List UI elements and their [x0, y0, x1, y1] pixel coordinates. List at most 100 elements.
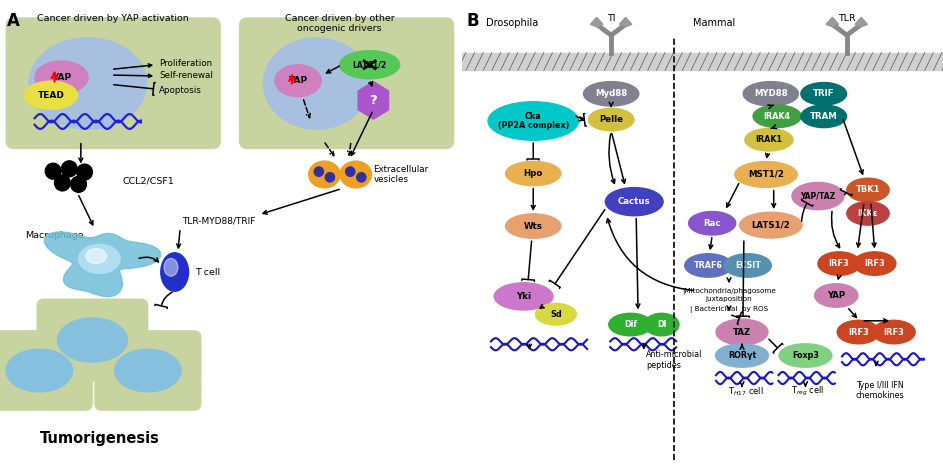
FancyArrowPatch shape [114, 74, 152, 77]
Ellipse shape [739, 212, 802, 238]
Text: Pelle: Pelle [599, 115, 623, 124]
FancyArrowPatch shape [606, 219, 693, 290]
FancyArrowPatch shape [114, 83, 156, 95]
Text: Tumorigenesis: Tumorigenesis [40, 431, 159, 446]
Text: Hpo: Hpo [523, 169, 543, 178]
Text: YAP: YAP [52, 73, 71, 82]
FancyArrowPatch shape [369, 82, 372, 86]
Polygon shape [855, 17, 868, 27]
FancyBboxPatch shape [94, 330, 202, 411]
Text: |Mitochondria/phagosome
juxtaposition: |Mitochondria/phagosome juxtaposition [682, 288, 776, 302]
FancyArrowPatch shape [856, 204, 864, 247]
Circle shape [45, 163, 61, 179]
Ellipse shape [588, 108, 634, 131]
FancyArrowPatch shape [579, 113, 587, 126]
Text: Mammal: Mammal [693, 18, 736, 29]
Text: A: A [7, 12, 20, 30]
Text: Extracellular
vesicles: Extracellular vesicles [373, 165, 429, 184]
Ellipse shape [115, 349, 181, 392]
Text: RORγt: RORγt [728, 351, 756, 360]
Text: IRF3: IRF3 [865, 259, 885, 268]
FancyArrowPatch shape [155, 292, 173, 309]
FancyArrowPatch shape [768, 105, 773, 109]
FancyArrowPatch shape [771, 190, 776, 207]
Text: T$_{reg}$ cell: T$_{reg}$ cell [790, 385, 824, 398]
FancyArrowPatch shape [79, 196, 92, 225]
Ellipse shape [488, 102, 578, 140]
Ellipse shape [605, 188, 663, 216]
Text: IRAK4: IRAK4 [764, 112, 790, 121]
Circle shape [55, 175, 70, 191]
Circle shape [61, 161, 77, 177]
Text: Cka
(PP2A complex): Cka (PP2A complex) [498, 112, 569, 130]
Ellipse shape [505, 161, 561, 186]
FancyArrowPatch shape [326, 66, 339, 73]
Polygon shape [358, 82, 389, 119]
Text: Apoptosis: Apoptosis [159, 85, 203, 95]
Ellipse shape [25, 81, 77, 109]
FancyArrowPatch shape [325, 143, 334, 156]
Text: LATS1/2: LATS1/2 [353, 60, 387, 69]
FancyArrowPatch shape [79, 144, 83, 162]
Ellipse shape [716, 344, 769, 367]
Text: YAP: YAP [289, 76, 307, 85]
FancyArrowPatch shape [874, 361, 878, 365]
Text: IRAK1: IRAK1 [755, 135, 783, 144]
Text: Proliferation: Proliferation [159, 59, 212, 68]
Circle shape [356, 173, 366, 182]
Ellipse shape [505, 214, 561, 238]
FancyBboxPatch shape [0, 330, 92, 411]
Text: TRAF6: TRAF6 [694, 261, 722, 270]
Text: CCL2/CSF1: CCL2/CSF1 [123, 176, 174, 186]
FancyArrowPatch shape [549, 210, 604, 288]
FancyArrowPatch shape [527, 143, 539, 160]
Ellipse shape [275, 65, 322, 97]
FancyArrowPatch shape [531, 189, 536, 209]
FancyArrowPatch shape [540, 304, 544, 308]
Circle shape [76, 164, 92, 180]
Circle shape [314, 167, 323, 176]
Text: YAP: YAP [827, 291, 845, 300]
Ellipse shape [161, 253, 189, 291]
Text: Myd88: Myd88 [595, 89, 627, 98]
Text: Dl: Dl [657, 320, 667, 329]
Text: MYD88: MYD88 [754, 89, 787, 98]
Bar [462, 53, 943, 70]
Ellipse shape [308, 161, 340, 188]
Text: Tl: Tl [607, 14, 616, 23]
Text: Foxp3: Foxp3 [792, 351, 819, 360]
FancyArrowPatch shape [636, 219, 640, 308]
Text: TAZ: TAZ [733, 327, 751, 337]
Text: Type I/III IFN
chemokines: Type I/III IFN chemokines [855, 380, 903, 400]
Ellipse shape [745, 129, 793, 151]
FancyArrowPatch shape [304, 100, 310, 118]
FancyArrowPatch shape [740, 382, 744, 386]
Ellipse shape [853, 252, 896, 275]
Ellipse shape [644, 313, 679, 336]
Ellipse shape [818, 252, 860, 275]
Text: Rac: Rac [703, 219, 720, 228]
Ellipse shape [873, 320, 915, 344]
Text: ?: ? [370, 94, 377, 107]
Text: IRF3: IRF3 [848, 327, 869, 337]
FancyArrowPatch shape [727, 278, 731, 281]
Text: Self-renewal: Self-renewal [159, 71, 213, 81]
FancyArrowPatch shape [351, 112, 372, 155]
Text: TLR: TLR [838, 14, 855, 23]
Ellipse shape [609, 313, 652, 336]
Text: Anti-microbial
peptides: Anti-microbial peptides [646, 350, 703, 370]
FancyArrowPatch shape [802, 199, 813, 221]
FancyArrowPatch shape [832, 212, 839, 248]
FancyArrowPatch shape [771, 125, 777, 129]
Text: Yki: Yki [516, 292, 531, 301]
Ellipse shape [716, 319, 768, 345]
FancyArrowPatch shape [803, 382, 807, 386]
Polygon shape [620, 17, 632, 27]
Ellipse shape [753, 105, 802, 128]
Ellipse shape [536, 303, 576, 325]
Ellipse shape [779, 344, 832, 367]
Ellipse shape [847, 202, 889, 225]
Ellipse shape [164, 258, 178, 276]
FancyArrowPatch shape [766, 153, 769, 158]
FancyArrowPatch shape [263, 189, 339, 214]
